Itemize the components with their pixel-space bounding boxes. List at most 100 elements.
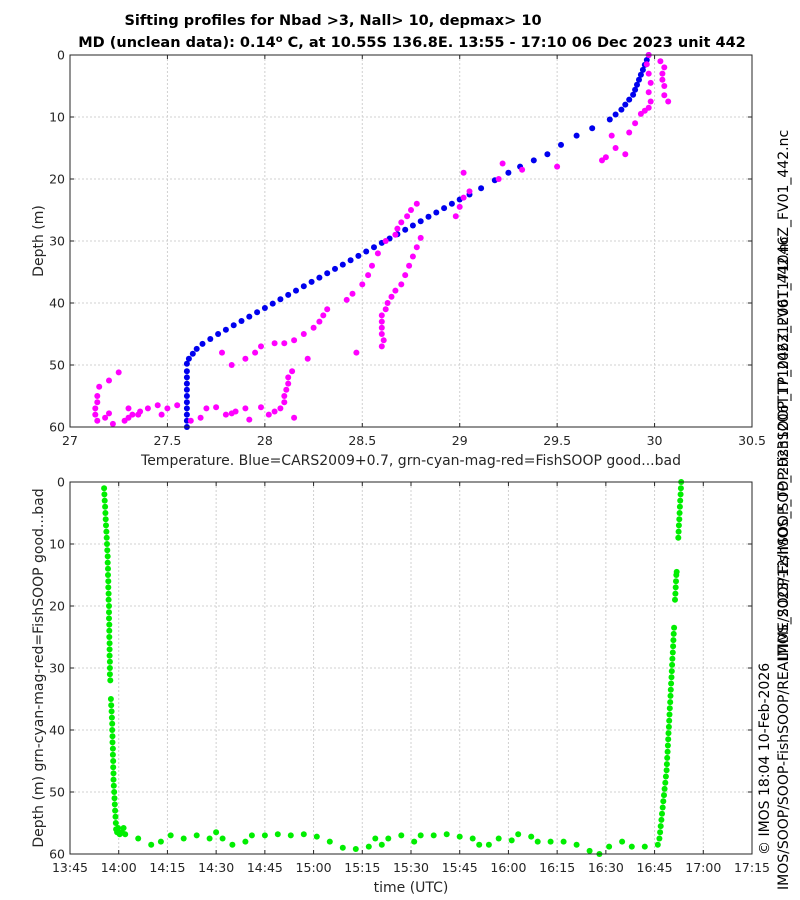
data-point-green bbox=[659, 810, 665, 817]
data-point-green bbox=[109, 733, 116, 740]
data-point-green bbox=[108, 702, 115, 709]
data-point-green bbox=[676, 516, 683, 523]
data-point-magenta bbox=[384, 300, 391, 306]
data-point-green bbox=[662, 779, 669, 786]
data-point-green bbox=[110, 764, 117, 771]
y-tick-label: 40 bbox=[49, 296, 65, 311]
data-point-magenta bbox=[115, 369, 122, 376]
data-point-green bbox=[668, 680, 675, 687]
data-point-magenta bbox=[304, 355, 311, 362]
data-point-green bbox=[677, 491, 684, 498]
data-point-green bbox=[657, 829, 664, 836]
data-point-green bbox=[111, 789, 118, 795]
data-point-magenta bbox=[626, 129, 633, 136]
data-point-green bbox=[339, 844, 346, 851]
data-point-magenta bbox=[285, 374, 292, 381]
data-point-blue bbox=[589, 125, 596, 132]
data-point-green bbox=[656, 835, 663, 842]
data-point-blue bbox=[402, 226, 409, 233]
data-point-green bbox=[107, 677, 114, 684]
data-point-blue bbox=[308, 278, 315, 285]
data-point-magenta bbox=[343, 296, 350, 303]
x-tick-label: 16:30 bbox=[588, 860, 624, 875]
data-point-magenta bbox=[643, 61, 650, 68]
data-point-magenta bbox=[645, 89, 652, 96]
data-point-green bbox=[102, 516, 109, 523]
data-point-green bbox=[430, 832, 437, 839]
data-point-green bbox=[547, 838, 554, 845]
data-point-magenta bbox=[281, 393, 288, 399]
data-point-magenta bbox=[197, 414, 204, 421]
data-point-magenta bbox=[359, 281, 366, 288]
data-point-blue bbox=[183, 386, 190, 393]
data-point-magenta bbox=[612, 145, 619, 151]
data-point-green bbox=[105, 572, 111, 578]
side-text-copyright: © IMOS 18:04 10-Feb-2026 bbox=[757, 663, 773, 855]
x-tick-label: 15:45 bbox=[442, 860, 478, 875]
data-point-green bbox=[110, 770, 117, 777]
data-point-blue bbox=[425, 213, 432, 220]
data-point-magenta bbox=[102, 414, 109, 421]
data-point-green bbox=[456, 833, 463, 840]
data-point-green bbox=[111, 795, 118, 802]
data-point-magenta bbox=[392, 287, 399, 294]
data-point-blue bbox=[441, 205, 448, 212]
data-point-green bbox=[443, 831, 450, 838]
data-point-magenta bbox=[378, 343, 385, 350]
data-point-blue bbox=[636, 76, 642, 83]
data-point-magenta bbox=[382, 306, 389, 313]
title-line2-prefix: MD (unclean data): 0.14 bbox=[78, 35, 275, 51]
data-point-blue bbox=[246, 313, 253, 320]
data-point-green bbox=[104, 553, 111, 560]
data-point-magenta bbox=[125, 405, 132, 412]
data-point-green bbox=[665, 730, 672, 737]
data-point-magenta bbox=[353, 349, 360, 356]
data-point-magenta bbox=[258, 343, 264, 350]
y-tick-label: 60 bbox=[49, 847, 65, 862]
y-tick-label: 10 bbox=[49, 110, 65, 125]
data-point-magenta bbox=[144, 405, 151, 412]
x-tick-label: 16:45 bbox=[637, 860, 673, 875]
data-point-green bbox=[106, 665, 113, 671]
data-point-blue bbox=[215, 331, 222, 337]
data-point-green bbox=[657, 823, 664, 830]
data-point-magenta bbox=[106, 377, 112, 384]
data-point-green bbox=[103, 522, 109, 529]
data-point-blue bbox=[637, 71, 644, 78]
x-tick-label: 14:45 bbox=[247, 860, 283, 875]
data-point-blue bbox=[409, 222, 416, 229]
data-point-green bbox=[103, 528, 110, 535]
data-point-blue bbox=[193, 345, 200, 352]
data-point-magenta bbox=[452, 213, 459, 220]
data-point-magenta bbox=[219, 349, 225, 356]
data-point-green bbox=[101, 497, 108, 504]
data-point-green bbox=[101, 491, 108, 498]
data-point-green bbox=[628, 843, 635, 850]
data-point-green bbox=[654, 841, 661, 848]
data-point-green bbox=[106, 603, 112, 609]
data-point-magenta bbox=[645, 70, 652, 77]
data-point-magenta bbox=[417, 234, 424, 241]
data-point-green bbox=[115, 825, 122, 831]
data-point-magenta bbox=[187, 417, 194, 424]
data-point-magenta bbox=[661, 64, 668, 71]
title-degree-symbol: o bbox=[276, 34, 283, 45]
data-point-blue bbox=[632, 86, 639, 93]
data-point-green bbox=[111, 801, 118, 808]
data-point-blue bbox=[573, 132, 580, 139]
data-point-magenta bbox=[242, 405, 249, 412]
data-point-blue bbox=[183, 393, 190, 399]
y-axis-label: Depth (m) grn-cyan-mag-red=FishSOOP good… bbox=[31, 488, 47, 847]
x-tick-label: 16:15 bbox=[539, 860, 575, 875]
data-point-magenta bbox=[281, 399, 288, 406]
data-point-magenta bbox=[228, 410, 235, 417]
data-point-magenta bbox=[398, 219, 405, 226]
data-point-green bbox=[372, 835, 379, 842]
data-point-magenta bbox=[657, 58, 664, 65]
data-point-green bbox=[112, 807, 119, 814]
data-point-blue bbox=[363, 248, 370, 255]
data-point-magenta bbox=[554, 163, 561, 170]
data-point-green bbox=[104, 547, 111, 554]
data-point-magenta bbox=[289, 368, 296, 375]
data-point-magenta bbox=[222, 411, 229, 418]
